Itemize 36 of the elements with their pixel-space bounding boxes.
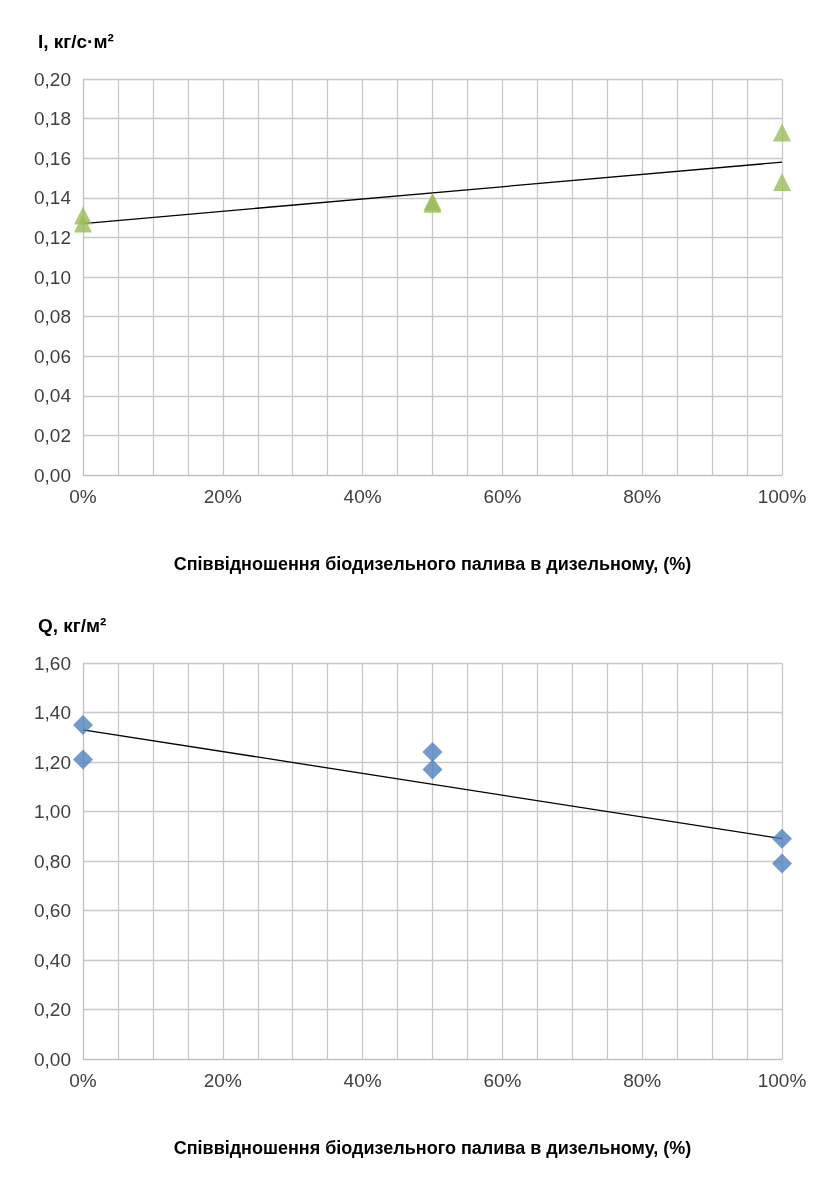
x-axis-title: Співвідношення біодизельного палива в дизельному, (%) [173, 1138, 692, 1158]
y-tick-label: 0,80 [34, 850, 71, 872]
y-tick-label: 0,02 [34, 424, 71, 446]
x-tick-label: 100% [757, 486, 807, 507]
y-tick-label: 0,04 [34, 385, 72, 407]
y-tick-label: 0,10 [34, 266, 71, 288]
y-tick-label: 0,14 [34, 187, 72, 209]
y-tick-label: 1,20 [34, 751, 71, 773]
y-tick-label: 0,16 [34, 147, 71, 169]
y-tick-label: 0,60 [34, 900, 71, 921]
y-tick-label: 0,06 [34, 345, 71, 367]
x-tick-label: 0% [69, 486, 97, 507]
x-tick-label: 80% [623, 1070, 662, 1091]
x-axis-title: Співвідношення біодизельного палива в дизельному, (%) [173, 554, 692, 574]
y-axis-title: I, кг/с·м² [38, 31, 114, 52]
x-tick-label: 80% [623, 486, 662, 507]
y-tick-label: 0,00 [34, 464, 71, 486]
x-tick-label: 20% [203, 486, 242, 507]
x-tick-label: 0% [69, 1070, 97, 1091]
y-tick-label: 1,40 [34, 702, 71, 723]
y-tick-label: 0,08 [34, 306, 71, 328]
x-tick-label: 60% [483, 1070, 522, 1091]
y-tick-label: 1,00 [34, 801, 71, 822]
x-tick-label: 40% [343, 486, 382, 507]
y-tick-label: 0,20 [34, 999, 71, 1020]
y-tick-label: 0,18 [34, 108, 71, 130]
x-tick-label: 40% [343, 1070, 382, 1091]
y-axis-title: Q, кг/м² [38, 615, 107, 636]
y-tick-label: 0,00 [34, 1048, 71, 1070]
y-tick-label: 0,20 [34, 68, 71, 90]
x-tick-label: 100% [757, 1070, 807, 1091]
y-tick-label: 1,60 [34, 652, 71, 674]
y-tick-label: 0,40 [34, 949, 71, 971]
y-tick-label: 0,12 [34, 226, 71, 248]
x-tick-label: 20% [203, 1070, 242, 1091]
x-tick-label: 60% [483, 486, 522, 507]
